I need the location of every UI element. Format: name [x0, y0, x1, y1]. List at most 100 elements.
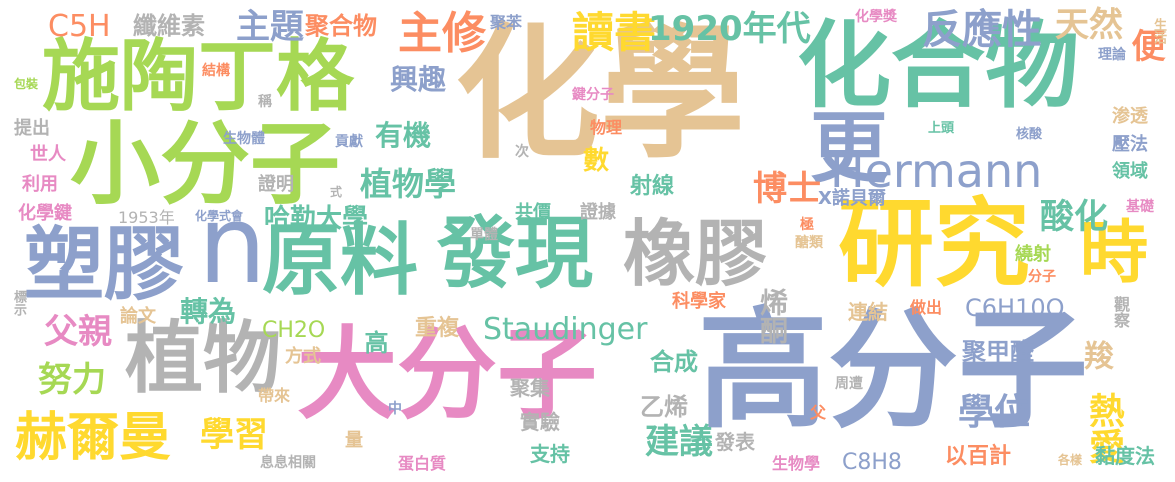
word-observe: 觀察 [1111, 296, 1130, 328]
word-rays: 射線 [630, 174, 675, 199]
word-botany: 植物學 [360, 165, 457, 203]
word-research: 研究 [838, 188, 1030, 300]
word-prove: 證明 [258, 174, 294, 195]
word-organism: 生物體 [223, 131, 265, 147]
word-plant: 植物 [125, 314, 282, 404]
word-staudinger: Staudinger [483, 312, 648, 347]
word-use: 利用 [22, 174, 58, 195]
word-c8h8: C8H8 [842, 450, 902, 475]
word-time: 時 [1080, 214, 1149, 293]
word-label: 標示 [11, 290, 26, 316]
word-scientist: 科學家 [672, 291, 726, 312]
word-support: 支持 [530, 442, 570, 466]
word-monomer: 單體 [470, 227, 498, 243]
word-above: 上頭 [928, 121, 955, 136]
word-bond-molecule: 鍵分子 [572, 87, 614, 103]
word-carboxyl: 羧 [1078, 340, 1113, 370]
word-paper: 論文 [120, 306, 156, 327]
word-major: 主修 [398, 8, 486, 59]
word-packaging: 包裝 [14, 77, 39, 91]
word-organic: 有機 [375, 119, 432, 152]
word-hermann: Hermann [830, 144, 1043, 198]
word-hundreds: 以百計 [945, 444, 1012, 469]
word-reactivity: 反應性 [922, 7, 1042, 53]
word-father: 父親 [44, 312, 112, 352]
word-effort: 努力 [38, 360, 106, 400]
word-discover: 發現 [437, 209, 594, 299]
word-structure: 結構 [202, 63, 230, 79]
word-field: 領域 [1112, 161, 1148, 182]
word-nucleic-acid: 核酸 [1016, 127, 1043, 142]
word-various: 各樣 [1058, 453, 1083, 467]
word-publish: 發表 [715, 430, 755, 454]
word-polymer-compound: 聚合物 [305, 12, 377, 40]
word-then: 便 [1125, 28, 1165, 62]
word-chemistry: 化學 [455, 10, 745, 179]
word-doctor: 博士 [753, 169, 821, 209]
word-high: 高 [360, 330, 388, 354]
word-rubber: 橡膠 [623, 212, 768, 296]
word-physics: 物理 [590, 118, 623, 137]
word-repeat: 重複 [415, 316, 460, 341]
word-closely-related: 息息相關 [260, 455, 316, 471]
word-middle: 中 [388, 401, 402, 417]
word-pole: 極 [800, 217, 814, 233]
word-c6h10o: C6H10O [965, 294, 1065, 322]
word-ch2o: CH2O [262, 318, 326, 343]
word-cellulose: 纖維素 [133, 12, 205, 40]
word-times: 次 [515, 144, 529, 160]
word-experiment: 實驗 [520, 410, 560, 434]
word-make: 做出 [910, 298, 943, 317]
word-small-molecule: 小分子 [70, 112, 340, 217]
word-covalent: 共價 [515, 202, 551, 223]
word-foundation: 基礎 [1126, 199, 1154, 215]
word-n: n [198, 183, 267, 308]
word-biology: 生物學 [772, 454, 821, 473]
word-synthesis: 合成 [650, 348, 698, 376]
word-x-nobel: X諾貝爾 [818, 188, 886, 209]
word-hermann-zh: 赫爾曼 [15, 408, 172, 468]
word-1953: 1953年 [118, 208, 175, 227]
word-c5h: C5H [48, 9, 111, 44]
word-pressure-method: 壓法 [1112, 134, 1148, 155]
word-evidence: 證據 [580, 202, 616, 223]
word-life: 生活 [1151, 18, 1166, 44]
word-macromolecule: 大分子 [297, 316, 597, 433]
word-bring: 帶來 [258, 386, 291, 405]
word-degree: 學位 [958, 392, 1031, 433]
word-interest: 興趣 [390, 63, 447, 96]
word-call: 稱 [258, 94, 272, 110]
word-chemistry-prize: 化學獎 [855, 9, 897, 25]
word-father-short: 父 [810, 403, 827, 422]
word-study: 讀書 [572, 8, 657, 57]
word-protein: 蛋白質 [398, 454, 447, 473]
word-surroundings: 周遭 [835, 376, 863, 392]
word-contribution: 貢獻 [335, 134, 363, 150]
word-connect: 連結 [848, 300, 888, 324]
word-theory: 理論 [1098, 47, 1126, 63]
word-more: 更 [810, 104, 889, 194]
word-natural: 天然 [1055, 5, 1123, 45]
word-love: 熱愛 [1083, 392, 1124, 464]
word-world: 世人 [30, 144, 66, 165]
word-polyformaldehyde: 聚甲醛 [962, 338, 1034, 366]
word-formula-society: 化學式會 [195, 209, 244, 223]
word-method: 方式 [285, 346, 321, 367]
word-learn: 學習 [200, 415, 268, 455]
word-form: 式 [330, 185, 343, 199]
word-propose: 提出 [14, 118, 50, 139]
word-number: 數 [583, 146, 610, 176]
word-molecule: 分子 [1028, 269, 1056, 285]
word-viscometry: 黏度法 [1095, 444, 1155, 468]
word-staudinger-zh: 施陶丁格 [42, 32, 355, 122]
word-aggregate: 聚集 [510, 376, 550, 400]
word-raw-material: 原料 [262, 216, 419, 306]
word-plastic: 塑膠 [24, 218, 184, 311]
word-chemical-bond: 化學鍵 [18, 203, 72, 224]
word-diffraction: 繞射 [1015, 244, 1051, 265]
word-halle-university: 哈勒大學 [264, 204, 369, 234]
word-1920s: 1920年代 [648, 9, 811, 49]
word-permeate: 渗透 [1112, 106, 1148, 127]
word-topic: 主題 [236, 7, 304, 47]
